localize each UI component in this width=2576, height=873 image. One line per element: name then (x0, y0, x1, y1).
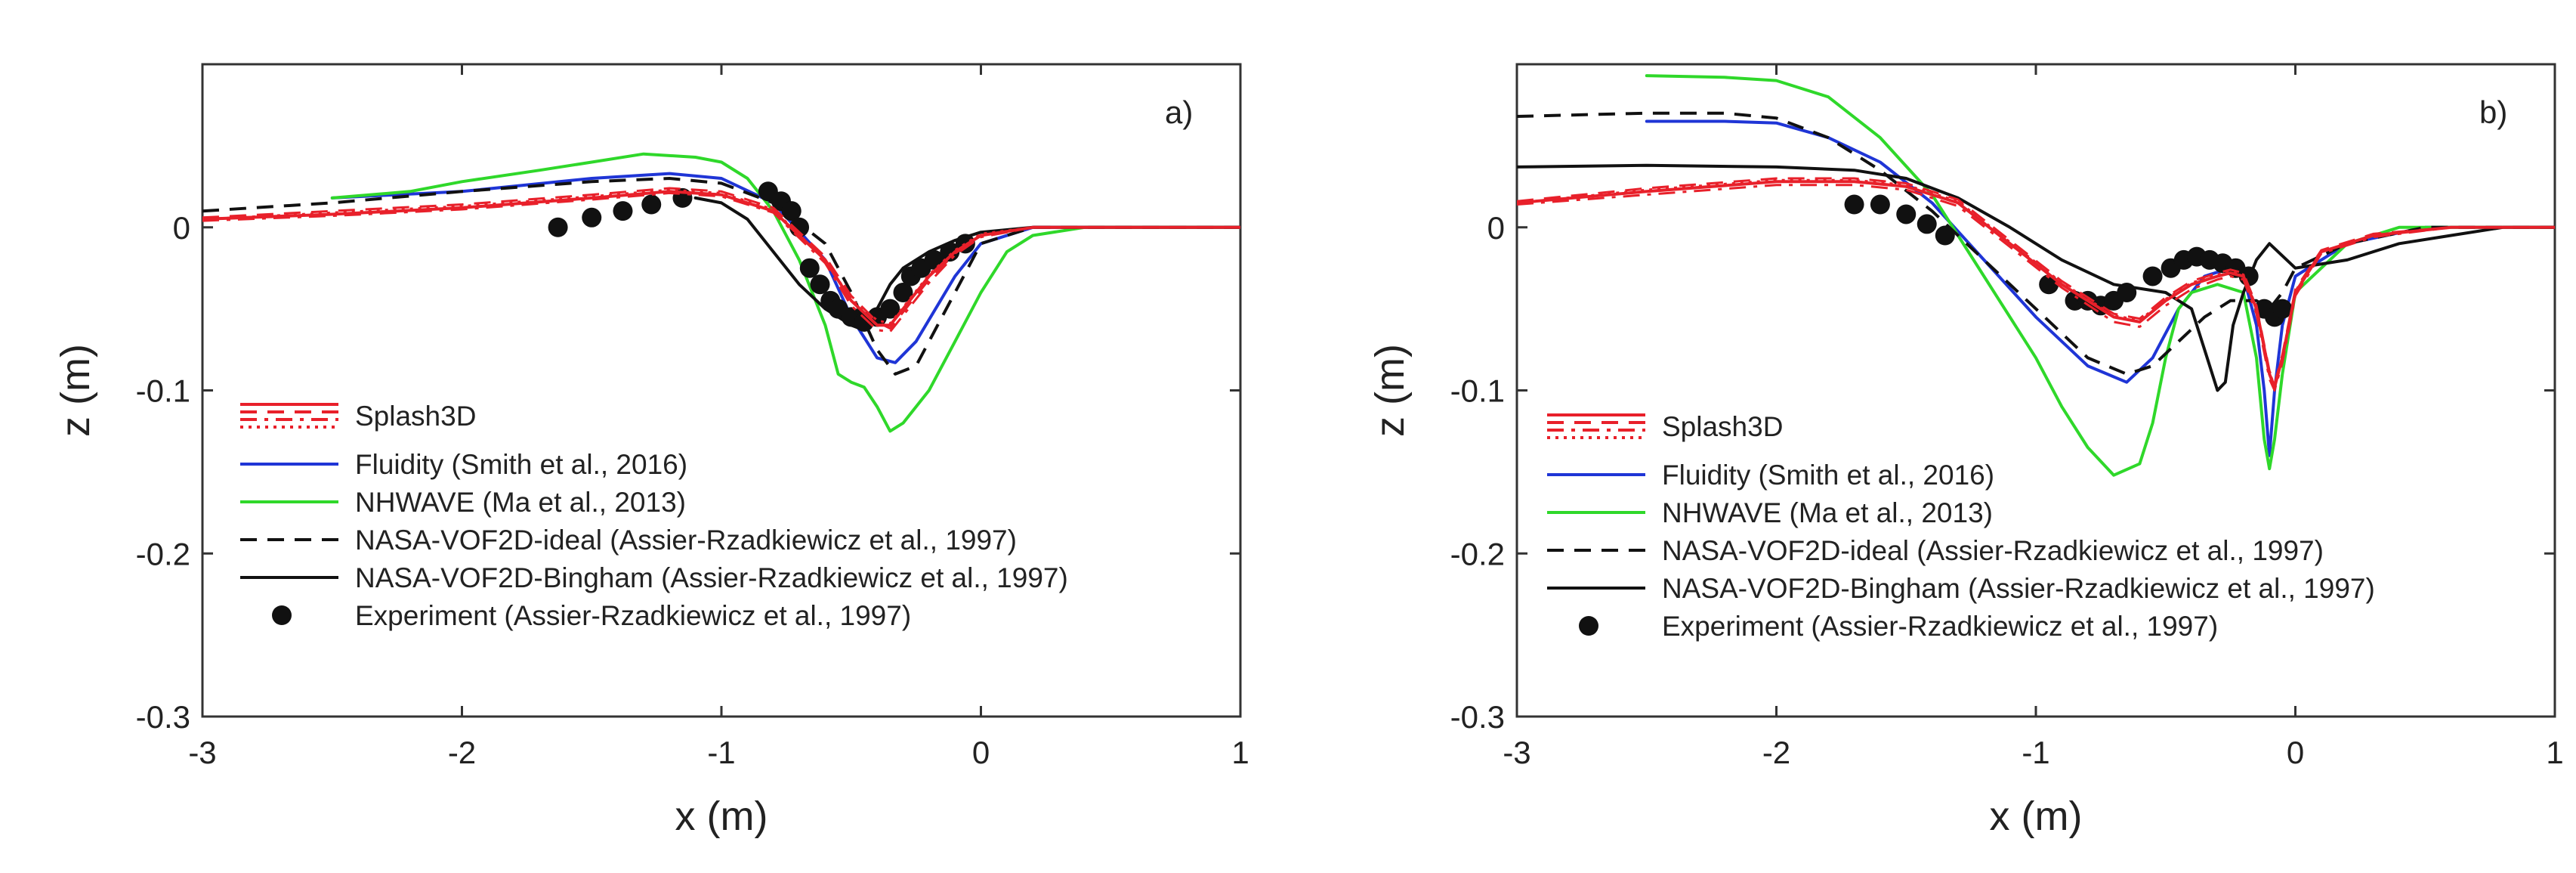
experiment-data-point (2272, 299, 2293, 319)
panel-label: b) (2479, 94, 2507, 130)
series-line-splash3d-dashed (1517, 177, 2555, 385)
experiment-data-point (880, 299, 900, 319)
y-axis-label: z (m) (1367, 344, 1413, 437)
y-axis-label: z (m) (53, 344, 98, 437)
legend-label: Fluidity (Smith et al., 2016) (1662, 460, 1994, 491)
legend-marker-experiment (272, 605, 292, 625)
experiment-data-point (613, 201, 633, 221)
y-tick-label: -0.3 (1450, 699, 1505, 735)
experiment-data-point (2117, 283, 2137, 303)
y-tick-label: -0.1 (136, 373, 190, 409)
legend-label: Splash3D (1662, 411, 1783, 442)
experiment-data-point (1917, 214, 1937, 234)
series-line-nhwave-ma-et-al-2013-solid (330, 152, 1240, 433)
legend-label: NASA-VOF2D-ideal (Assier-Rzadkiewicz et … (1662, 535, 2324, 566)
experiment-data-point (781, 201, 802, 221)
series-line-nasa-vof2d-ideal-assier-rzadkiewicz-et-al-1997-dashed (202, 177, 1240, 376)
y-tick-label: -0.2 (1450, 536, 1505, 571)
experiment-data-point (1870, 194, 1890, 215)
legend-label: NASA-VOF2D-Bingham (Assier-Rzadkiewicz e… (1662, 573, 2375, 604)
series-line-fluidity-smith-et-al-2016-solid (330, 172, 1240, 364)
x-tick-label: 1 (2546, 735, 2563, 770)
experiment-data-point (1896, 204, 1917, 224)
series-line-fluidity-smith-et-al-2016-solid (1645, 119, 2555, 457)
legend-label: Splash3D (355, 401, 476, 432)
series-line-splash3d-solid (1517, 180, 2555, 389)
experiment-data-point (582, 207, 602, 228)
series-line-splash3d-dashed (202, 187, 1240, 330)
legend-label: Experiment (Assier-Rzadkiewicz et al., 1… (355, 600, 911, 631)
legend-label: NASA-VOF2D-ideal (Assier-Rzadkiewicz et … (355, 525, 1017, 556)
x-tick-label: -3 (1503, 735, 1530, 770)
y-tick-label: -0.2 (136, 536, 190, 571)
legend: Splash3D Fluidity (Smith et al., 2016) NHW… (240, 401, 1068, 631)
experiment-data-point (810, 274, 830, 295)
x-tick-label: -1 (2022, 735, 2049, 770)
y-tick-label: 0 (1487, 210, 1505, 246)
series-line-splash3d-solid (202, 190, 1240, 327)
legend: Splash3D Fluidity (Smith et al., 2016) NHW… (1547, 411, 2375, 642)
legend-marker-experiment (1579, 616, 1598, 636)
experiment-data-point (1935, 225, 1955, 246)
y-tick-label: 0 (173, 210, 190, 246)
experiment-data-point (1844, 194, 1864, 215)
legend-label: NHWAVE (Ma et al., 2013) (355, 487, 686, 518)
x-tick-label: 0 (972, 735, 990, 770)
legend-label: Fluidity (Smith et al., 2016) (355, 449, 687, 480)
panel-label: a) (1165, 94, 1193, 130)
legend-label: NHWAVE (Ma et al., 2013) (1662, 497, 1993, 528)
panel-a: -3 -2 -1 0 1 0 -0.1 -0.2 -0.3 x (m) z (m) a) Splash3… (53, 63, 1249, 839)
experiment-data-point (641, 194, 662, 215)
x-tick-label: 1 (1231, 735, 1249, 770)
legend-label: Experiment (Assier-Rzadkiewicz et al., 1… (1662, 611, 2218, 642)
x-tick-label: -3 (188, 735, 216, 770)
x-tick-label: -1 (707, 735, 735, 770)
panel-b: -3 -2 -1 0 1 0 -0.1 -0.2 -0.3 x (m) z (m) b) Splash3… (1367, 63, 2564, 839)
experiment-data-point (893, 283, 913, 303)
x-axis-label: x (m) (1990, 794, 2083, 839)
series-line-nasa-vof2d-ideal-assier-rzadkiewicz-et-al-1997-dashed (1517, 111, 2555, 376)
series-line-nhwave-ma-et-al-2013-solid (1645, 74, 2555, 477)
legend-label: NASA-VOF2D-Bingham (Assier-Rzadkiewicz e… (355, 562, 1068, 593)
series-line-splash3d-dashdot (202, 191, 1240, 333)
x-tick-label: -2 (1762, 735, 1790, 770)
series-line-nasa-vof2d-bingham-assier-rzadkiewicz-et-al-1997-solid (1517, 163, 2555, 392)
series-line-splash3d-dashdot (1517, 184, 2555, 392)
experiment-data-point (799, 258, 820, 278)
series-line-splash3d-dotted (1517, 178, 2555, 387)
experiment-data-point (548, 217, 568, 237)
y-tick-label: -0.3 (136, 699, 190, 735)
series-line-splash3d-dotted (202, 188, 1240, 325)
experiment-data-point (2142, 266, 2163, 286)
x-tick-label: 0 (2287, 735, 2304, 770)
y-tick-label: -0.1 (1450, 373, 1505, 409)
x-axis-label: x (m) (675, 794, 768, 839)
x-tick-label: -2 (448, 735, 476, 770)
